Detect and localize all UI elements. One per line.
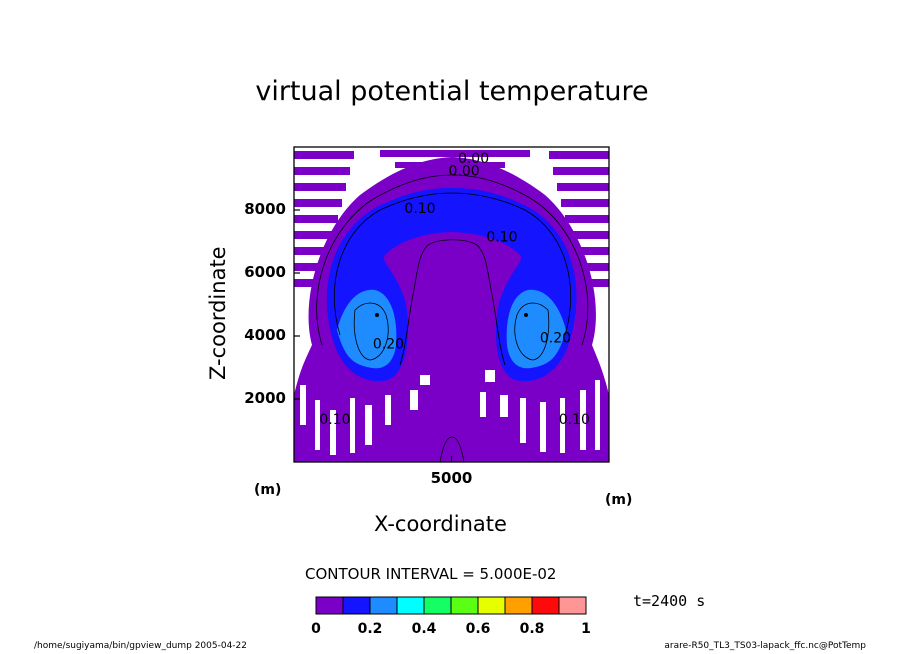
colorbar [315, 596, 587, 615]
contour-interval: CONTOUR INTERVAL = 5.000E-02 [305, 565, 557, 583]
noise-stripe [294, 167, 350, 175]
noise-speck [410, 390, 418, 410]
noise-stripe [581, 279, 609, 287]
noise-specks [300, 370, 600, 455]
noise-stripe [294, 247, 330, 255]
colorbar-swatch [558, 596, 587, 615]
y-tick-label: 4000 [244, 326, 286, 344]
noise-speck [300, 385, 306, 425]
colorbar-swatch [396, 596, 425, 615]
noise-stripe [294, 183, 346, 191]
footer-left: /home/sugiyama/bin/gpview_dump 2005-04-2… [34, 641, 248, 651]
noise-stripe [294, 199, 342, 207]
colorbar-swatch [342, 596, 371, 615]
colorbar-tick-label: 0.8 [519, 621, 545, 637]
contour-label: 0.10 [319, 412, 350, 428]
colorbar-swatch [504, 596, 533, 615]
noise-speck [595, 380, 600, 450]
noise-speck [350, 398, 355, 453]
y-tick-label: 8000 [244, 200, 286, 218]
noise-stripe [294, 151, 354, 159]
contour-lines [316, 174, 589, 366]
colorbar-swatch [450, 596, 479, 615]
x-axis-label: X-coordinate [374, 512, 507, 536]
vortex-center-left [375, 313, 379, 317]
noise-stripe [557, 183, 609, 191]
noise-stripe [561, 199, 609, 207]
colorbar-swatch [531, 596, 560, 615]
noise-speck [365, 405, 372, 445]
y-axis-label: Z-coordinate [206, 246, 230, 380]
contour-label: 0.10 [559, 412, 590, 428]
colorbar-tick-label: 1 [581, 621, 591, 637]
noise-speck [580, 390, 586, 450]
noise-speck [560, 398, 565, 453]
contour-label: 0.10 [404, 201, 435, 217]
contour-label: 0.10 [486, 230, 517, 246]
contour-label: 0.00 [449, 163, 480, 179]
colorbar-swatch [423, 596, 452, 615]
time-label: t=2400 s [633, 592, 706, 610]
colorbar-swatch [477, 596, 506, 615]
noise-speck [315, 400, 320, 450]
colorbar-tick-label: 0 [311, 621, 321, 637]
colorbar-tick-label: 0.4 [411, 621, 437, 637]
noise-speck [540, 402, 546, 452]
noise-stripe [294, 263, 326, 271]
contour-label: 0.20 [373, 337, 404, 353]
vortex-center-right [524, 313, 528, 317]
chart-title: virtual potential temperature [255, 76, 649, 107]
axis-ticks [294, 209, 453, 462]
contour-label: 0.00 [458, 151, 489, 167]
y-tick-label: 2000 [244, 389, 286, 407]
colorbar-tick-label: 0.6 [465, 621, 491, 637]
noise-stripe [294, 279, 322, 287]
noise-stripe [380, 150, 530, 157]
y-tick-label: 6000 [244, 263, 286, 281]
noise-speck [420, 375, 430, 385]
noise-speck [330, 410, 336, 455]
noise-stripe [294, 231, 334, 239]
noise-stripe [294, 215, 338, 223]
y-unit-label: (m) [605, 492, 633, 508]
region-level-2-right [506, 289, 566, 369]
noise-stripe [565, 215, 609, 223]
colorbar-swatch [369, 596, 398, 615]
noise-stripe [569, 231, 609, 239]
region-level-2-left [337, 289, 397, 369]
noise-speck [480, 392, 486, 417]
noise-stripe [577, 263, 609, 271]
footer-right: arare-R50_TL3_TS03-lapack_ffc.nc@PotTemp [664, 641, 866, 651]
noise-speck [385, 395, 391, 425]
noise-speck [500, 395, 508, 417]
noise-speck [520, 398, 526, 443]
noise-stripe [553, 167, 609, 175]
contour-label: 0.20 [540, 330, 571, 346]
x-tick-label: 5000 [430, 469, 473, 487]
noise-stripe [549, 151, 609, 159]
x-unit-label: (m) [254, 482, 282, 498]
colorbar-swatch [315, 596, 344, 615]
contour-labels: 0.000.00 0.10 0.10 0.20 0.20 0.10 0.10 [319, 151, 590, 428]
colorbar-tick-label: 0.2 [357, 621, 383, 637]
noise-stripe [573, 247, 609, 255]
noise-speck [485, 370, 495, 382]
